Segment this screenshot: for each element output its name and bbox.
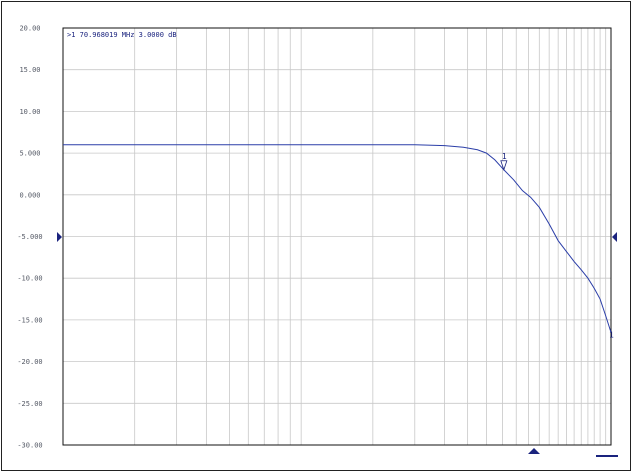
marker-layer: 1 (500, 152, 508, 172)
y-tick-label: -20.00 (17, 358, 42, 366)
y-tick-label: -25.00 (17, 400, 42, 408)
y-tick-label: 20.00 (19, 25, 40, 33)
plot-border (62, 27, 612, 446)
y-tick-label: -15.00 (17, 316, 42, 324)
right-reference-arrow[interactable] (612, 232, 617, 242)
y-tick-label: -5.000 (17, 233, 42, 241)
y-tick-label: -30.00 (17, 442, 42, 450)
marker-triangle[interactable] (500, 160, 508, 172)
y-tick-label: -10.00 (17, 275, 42, 283)
series-layer: 1 (63, 144, 614, 339)
y-tick-label: 10.00 (19, 108, 40, 116)
marker-label: 1 (502, 152, 507, 161)
y-tick-label: 0.000 (19, 191, 40, 199)
y-tick-label: 5.000 (19, 150, 40, 158)
trace-end-label: 1 (609, 330, 614, 339)
left-reference-arrow[interactable] (57, 232, 62, 242)
bottom-marker-arrow[interactable] (528, 448, 540, 454)
marker-readout: >1 70.968019 MHz 3.0000 dB (67, 31, 177, 39)
y-tick-labels: 20.00 15.00 10.00 5.000 0.000 -5.000 -10.00 -15… (17, 25, 42, 450)
y-tick-label: 15.00 (19, 66, 40, 74)
trace-line (63, 144, 612, 333)
